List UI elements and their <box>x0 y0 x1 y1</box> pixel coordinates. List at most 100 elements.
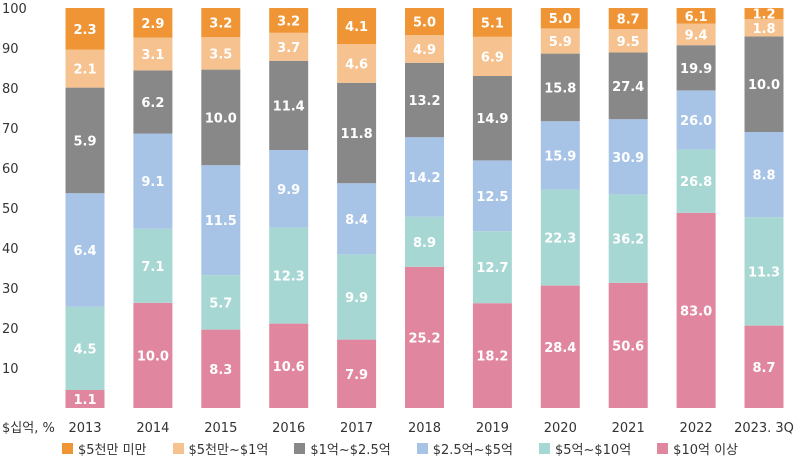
data-label: 10.0 <box>748 78 780 93</box>
x-tick-label: 2020 <box>544 421 577 436</box>
data-label: 1.8 <box>752 22 775 37</box>
y-tick-label: 70 <box>2 122 19 137</box>
y-tick-label: 50 <box>2 202 19 217</box>
bar-segment <box>201 275 241 330</box>
bar-segment <box>133 302 173 408</box>
bar-segment <box>405 137 444 217</box>
y-tick-label: 60 <box>2 162 19 177</box>
data-label: 10.0 <box>137 349 169 364</box>
bar-segment <box>744 8 784 20</box>
bar-segment <box>65 193 105 307</box>
y-tick-label: 100 <box>2 2 27 17</box>
x-tick-label: 2022 <box>680 421 713 436</box>
bar-segment <box>337 8 377 44</box>
y-tick-label: 20 <box>2 322 19 337</box>
bar-segment <box>337 82 377 184</box>
data-label: 8.3 <box>209 363 232 378</box>
y-tick-label: 90 <box>2 42 19 57</box>
bar-segment <box>608 8 648 30</box>
bar-segment <box>65 87 105 194</box>
data-label: 11.3 <box>748 265 780 280</box>
bar-segment <box>540 28 580 54</box>
data-label: 3.2 <box>209 17 232 32</box>
bar-segment <box>676 45 716 91</box>
legend-swatch <box>657 442 669 454</box>
data-label: 7.1 <box>141 260 164 275</box>
legend-swatch <box>294 442 306 454</box>
y-tick-label: 80 <box>2 82 19 97</box>
data-label: 12.7 <box>476 261 508 276</box>
bar-segment <box>201 329 241 408</box>
bar-segment <box>744 19 784 37</box>
data-label: 9.9 <box>345 291 368 306</box>
bar-segment <box>337 254 377 340</box>
bar-segment <box>540 121 580 190</box>
x-tick-label: 2017 <box>340 421 373 436</box>
data-label: 8.7 <box>617 13 640 28</box>
legend-label: $10억 이상 <box>673 442 738 458</box>
data-label: 6.1 <box>685 10 708 25</box>
data-label: 1.2 <box>752 8 775 23</box>
x-tick-label: 2016 <box>272 421 305 436</box>
y-tick-label: 10 <box>2 362 19 377</box>
data-label: 10.6 <box>273 360 305 375</box>
x-tick-label: 2013 <box>68 421 101 436</box>
data-label: 19.9 <box>680 62 712 77</box>
x-tick-label: 2015 <box>204 421 237 436</box>
data-label: 10.0 <box>205 111 237 126</box>
data-label: 11.8 <box>341 127 373 142</box>
bar-segment <box>472 36 512 76</box>
data-label: 8.4 <box>345 213 368 228</box>
data-label: 11.5 <box>205 214 237 229</box>
bar-segment <box>608 282 648 408</box>
legend-item: $5천만~$1억 <box>172 439 269 458</box>
x-tick-label: 2023. 3Q <box>734 421 794 436</box>
bar-segment <box>472 231 512 304</box>
data-label: 13.2 <box>408 94 440 109</box>
bar-segment <box>65 306 105 390</box>
data-label: 83.0 <box>680 304 712 319</box>
data-label: 8.9 <box>413 236 436 251</box>
data-label: 5.0 <box>549 12 572 27</box>
data-label: 15.9 <box>544 149 576 164</box>
y-tick-label: 30 <box>2 282 19 297</box>
data-label: 9.1 <box>141 175 164 190</box>
bar-segment <box>269 150 309 228</box>
data-label: 1.1 <box>73 393 96 408</box>
x-tick-label: 2018 <box>408 421 441 436</box>
bar-segment <box>676 212 716 408</box>
bar-segment <box>405 216 444 267</box>
data-label: 5.7 <box>209 296 232 311</box>
bar-segment <box>540 285 580 408</box>
data-label: 26.0 <box>680 114 712 129</box>
bar-segment <box>676 90 716 150</box>
legend-swatch <box>172 442 184 454</box>
data-label: 9.4 <box>685 28 708 43</box>
data-label: 26.8 <box>680 175 712 190</box>
data-label: 18.2 <box>476 350 508 365</box>
bar-segment <box>269 60 309 150</box>
bar-segment <box>676 8 716 24</box>
bar-segment <box>133 228 173 303</box>
legend-swatch <box>539 442 550 454</box>
y-axis-unit-label: $십억, % <box>2 421 55 436</box>
bar-segment <box>608 52 648 120</box>
bar-segment <box>608 194 648 283</box>
bar-segment <box>133 70 173 134</box>
bar-segment <box>744 36 784 132</box>
bar-segment <box>405 8 444 36</box>
bar-segment <box>744 132 784 218</box>
legend-item: $1억~$2.5억 <box>294 439 391 458</box>
bar-segment <box>201 8 241 38</box>
bar-segment <box>65 390 105 408</box>
data-label: 28.4 <box>544 341 576 356</box>
x-tick-label: 2014 <box>136 421 169 436</box>
bar-segment <box>744 217 784 326</box>
bar-segment <box>540 8 580 29</box>
data-label: 4.5 <box>73 342 96 357</box>
bar-segment <box>405 35 444 63</box>
legend-item: $5천만 미만 <box>62 439 147 458</box>
legend-label: $5천만~$1억 <box>188 442 269 458</box>
bar-segment <box>472 160 512 232</box>
data-label: 5.1 <box>481 16 504 31</box>
